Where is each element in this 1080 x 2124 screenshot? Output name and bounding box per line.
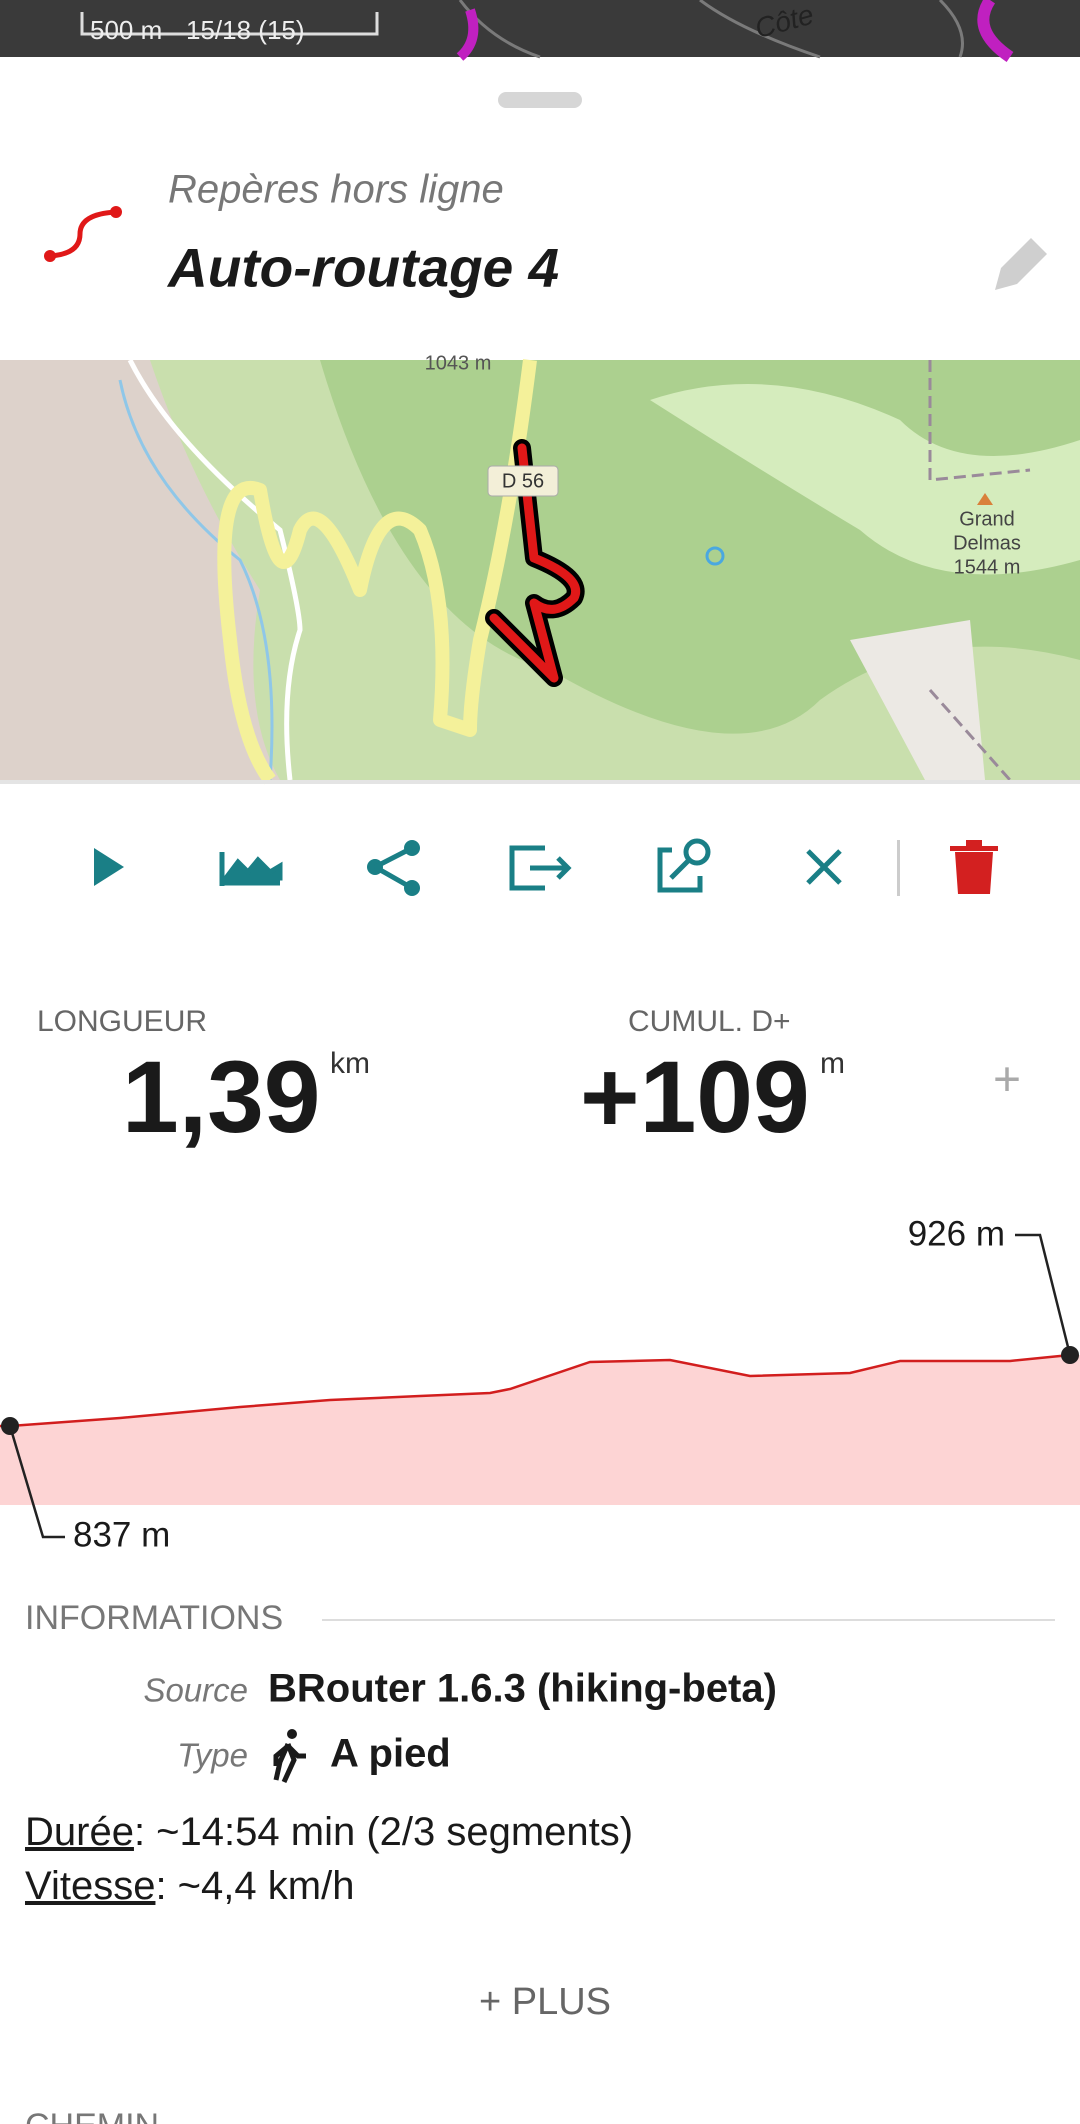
map-label: Delmas	[953, 532, 1021, 554]
profile-line	[0, 1353, 1071, 1428]
title: Auto-routage 4	[166, 237, 559, 299]
stat-unit: m	[820, 1047, 845, 1080]
info-value: A pied	[330, 1732, 451, 1776]
more-button[interactable]: + PLUS	[479, 1981, 611, 2023]
clearing	[850, 620, 985, 780]
trail	[456, 8, 479, 61]
contour	[458, 0, 964, 59]
duration-line: Durée: ~14:54 min (2/3 segments)	[25, 1810, 633, 1854]
stat-label: LONGUEUR	[37, 1005, 207, 1038]
route	[489, 443, 580, 683]
toolbar-divider	[897, 840, 900, 896]
zoom-label: 15/18 (15)	[186, 15, 305, 45]
boundary	[928, 360, 1031, 781]
leader-line	[8, 1425, 65, 1539]
section-heading: CHEMIN	[25, 2107, 159, 2124]
map-label: 1544 m	[954, 556, 1021, 578]
open-button[interactable]	[657, 838, 711, 893]
elevation-button[interactable]	[219, 852, 283, 886]
stat-unit: km	[330, 1047, 370, 1080]
share-button[interactable]	[367, 840, 420, 896]
speed-line: Vitesse: ~4,4 km/h	[25, 1864, 354, 1908]
profile-area	[0, 1355, 1080, 1505]
meadow	[650, 384, 1080, 575]
info-key: Type	[177, 1737, 248, 1774]
subtitle: Repères hors ligne	[168, 168, 504, 212]
map-label: D 56	[502, 470, 544, 492]
speed-key: Vitesse	[25, 1864, 155, 1908]
section-rule	[322, 1619, 1055, 1621]
close-button[interactable]	[806, 849, 842, 885]
road-sign	[487, 465, 559, 497]
map-label: 1043 m	[425, 352, 492, 374]
road	[217, 359, 537, 785]
stat-label: CUMUL. D+	[628, 1005, 791, 1038]
leader-line	[1015, 1233, 1072, 1356]
route-icon	[49, 209, 117, 259]
rock	[0, 360, 280, 780]
stat-value: +109	[580, 1040, 810, 1154]
info-value: BRouter 1.6.3 (hiking-beta)	[268, 1667, 777, 1711]
speed-value: : ~4,4 km/h	[155, 1864, 354, 1908]
map-label: Grand	[959, 508, 1015, 530]
duration-key: Durée	[25, 1810, 134, 1854]
edit-button[interactable]	[995, 238, 1047, 290]
drag-handle[interactable]	[498, 92, 582, 108]
duration-value: : ~14:54 min (2/3 segments)	[134, 1810, 633, 1854]
section-heading: INFORMATIONS	[25, 1599, 283, 1637]
walk-icon	[273, 1729, 306, 1784]
min-label: 837 m	[73, 1515, 170, 1554]
max-label: 926 m	[908, 1214, 1005, 1253]
export-button[interactable]	[509, 845, 572, 891]
stream	[118, 379, 274, 781]
add-stat-button[interactable]: +	[993, 1054, 1021, 1107]
delete-button[interactable]	[950, 840, 998, 894]
map-preview[interactable]: 1043 m D 56 Grand Delmas 1544 m	[0, 352, 1080, 785]
scale-label: 500 m	[90, 15, 162, 45]
scale-bar	[80, 12, 379, 36]
info-key: Source	[143, 1672, 248, 1709]
location	[705, 546, 725, 566]
map-strip	[0, 0, 1080, 57]
summit	[977, 493, 993, 505]
route-icon-dot	[110, 206, 122, 218]
divider	[0, 780, 1080, 784]
path	[127, 358, 303, 781]
play-button[interactable]	[94, 848, 124, 886]
route-icon-dot	[44, 250, 56, 262]
stat-value: 1,39	[122, 1040, 321, 1154]
trail	[977, 0, 1014, 62]
